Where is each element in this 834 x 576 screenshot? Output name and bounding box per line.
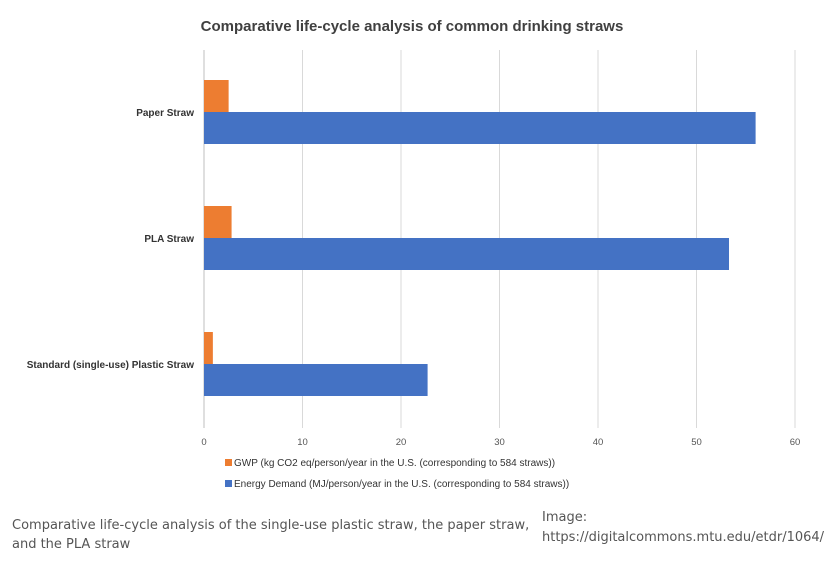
bar-energy-demand xyxy=(204,238,730,270)
category-label: PLA Straw xyxy=(144,234,194,245)
x-tick-label: 0 xyxy=(201,437,206,448)
x-tick-label: 60 xyxy=(790,437,801,448)
legend-swatch-gwp xyxy=(225,459,232,466)
category-label: Paper Straw xyxy=(136,108,194,119)
figure-caption: Comparative life-cycle analysis of the s… xyxy=(12,518,530,552)
x-tick-label: 40 xyxy=(593,437,604,448)
legend-swatch-energy-demand xyxy=(225,480,232,487)
bar-gwp xyxy=(204,332,213,364)
bars xyxy=(204,80,756,396)
image-credit-link[interactable]: https://digitalcommons.mtu.edu/etdr/1064… xyxy=(542,530,825,545)
chart-title: Comparative life-cycle analysis of commo… xyxy=(201,18,624,35)
legend-label-energy-demand: Energy Demand (MJ/person/year in the U.S… xyxy=(234,479,569,490)
image-credit: Image: https://digitalcommons.mtu.edu/et… xyxy=(542,508,834,548)
chart-svg: Comparative life-cycle analysis of commo… xyxy=(27,18,801,490)
legend: GWP (kg CO2 eq/person/year in the U.S. (… xyxy=(225,458,569,490)
chart-figure: Comparative life-cycle analysis of commo… xyxy=(12,0,834,502)
x-tick-label: 30 xyxy=(494,437,505,448)
labels: 0 10 20 30 40 50 60 Paper Straw PLA Straw Standar… xyxy=(27,108,801,448)
bar-energy-demand xyxy=(204,364,428,396)
bar-energy-demand xyxy=(204,112,756,144)
x-tick-label: 20 xyxy=(396,437,407,448)
bar-gwp xyxy=(204,206,232,238)
legend-label-gwp: GWP (kg CO2 eq/person/year in the U.S. (… xyxy=(234,458,555,469)
bar-gwp xyxy=(204,80,229,112)
image-credit-label: Image: xyxy=(542,510,588,525)
x-tick-label: 50 xyxy=(691,437,702,448)
category-label: Standard (single-use) Plastic Straw xyxy=(27,360,194,371)
x-tick-label: 10 xyxy=(297,437,308,448)
